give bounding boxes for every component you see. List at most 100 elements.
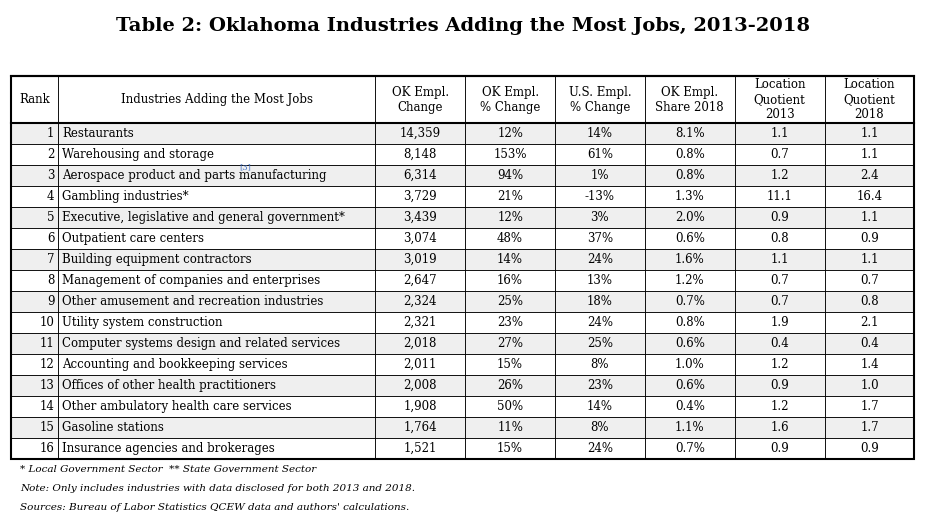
Bar <box>465 76 555 123</box>
Bar <box>58 417 376 438</box>
Text: 1.1: 1.1 <box>771 127 789 140</box>
Text: 0.9: 0.9 <box>771 379 789 392</box>
Bar <box>824 76 915 123</box>
Bar <box>465 312 555 333</box>
Text: Offices of other health practitioners: Offices of other health practitioners <box>62 379 276 392</box>
Bar <box>376 312 465 333</box>
Text: 1.1: 1.1 <box>860 211 879 224</box>
Bar <box>824 312 915 333</box>
Bar <box>824 249 915 270</box>
Text: 1.3%: 1.3% <box>675 190 705 203</box>
Text: Table 2: Oklahoma Industries Adding the Most Jobs, 2013-2018: Table 2: Oklahoma Industries Adding the … <box>116 17 809 35</box>
Text: 13: 13 <box>40 379 55 392</box>
Bar <box>58 312 376 333</box>
Text: 2,321: 2,321 <box>403 316 437 329</box>
Bar <box>734 312 824 333</box>
Bar <box>58 396 376 417</box>
Bar <box>58 207 376 228</box>
Bar <box>555 249 645 270</box>
Bar <box>734 312 824 333</box>
Text: 48%: 48% <box>497 232 523 245</box>
Text: 3: 3 <box>47 168 55 181</box>
Text: 4: 4 <box>47 190 55 203</box>
Text: 3,074: 3,074 <box>403 232 438 245</box>
Text: 25%: 25% <box>497 295 523 308</box>
Bar <box>465 165 555 186</box>
Text: 0.7: 0.7 <box>860 274 879 287</box>
Text: 8%: 8% <box>591 421 610 434</box>
Bar <box>376 165 465 186</box>
Text: 1.1: 1.1 <box>860 127 879 140</box>
Bar <box>645 312 734 333</box>
Bar <box>58 291 376 312</box>
Text: Management of companies and enterprises: Management of companies and enterprises <box>62 274 320 287</box>
Bar <box>376 207 465 228</box>
Bar <box>10 249 58 270</box>
Bar <box>734 438 824 459</box>
Bar <box>824 354 915 375</box>
Text: 8.1%: 8.1% <box>675 127 705 140</box>
Bar <box>824 375 915 396</box>
Bar <box>10 228 58 249</box>
Bar <box>10 375 58 396</box>
Text: 2.4: 2.4 <box>860 168 879 181</box>
Bar <box>734 76 824 123</box>
Bar <box>58 438 376 459</box>
Bar <box>10 333 58 354</box>
Bar <box>645 76 734 123</box>
Text: 2,018: 2,018 <box>403 337 437 350</box>
Bar <box>645 186 734 207</box>
Bar <box>555 270 645 291</box>
Bar <box>58 375 376 396</box>
Text: 18%: 18% <box>587 295 613 308</box>
Bar <box>555 186 645 207</box>
Bar <box>465 249 555 270</box>
Text: 50%: 50% <box>497 400 524 413</box>
Bar <box>58 354 376 375</box>
Bar <box>555 291 645 312</box>
Bar <box>645 228 734 249</box>
Bar <box>645 354 734 375</box>
Text: Location
Quotient
2013: Location Quotient 2013 <box>754 78 806 121</box>
Bar <box>10 291 58 312</box>
Bar <box>645 76 734 123</box>
Text: Gambling industries*: Gambling industries* <box>62 190 189 203</box>
Text: Rank: Rank <box>19 93 50 106</box>
Text: 21%: 21% <box>497 190 523 203</box>
Text: 1.1: 1.1 <box>860 253 879 266</box>
Text: 13%: 13% <box>587 274 613 287</box>
Bar <box>734 354 824 375</box>
Text: 0.4%: 0.4% <box>675 400 705 413</box>
Bar <box>58 76 376 123</box>
Bar <box>58 270 376 291</box>
Text: Location
Quotient
2018: Location Quotient 2018 <box>844 78 895 121</box>
Bar <box>645 165 734 186</box>
Bar <box>645 123 734 144</box>
Text: 2,011: 2,011 <box>403 358 437 371</box>
Bar <box>734 396 824 417</box>
Bar <box>824 438 915 459</box>
Bar <box>465 438 555 459</box>
Bar <box>824 123 915 144</box>
Bar <box>465 438 555 459</box>
Bar <box>465 186 555 207</box>
Text: Accounting and bookkeeping services: Accounting and bookkeeping services <box>62 358 288 371</box>
Text: Sources: Bureau of Labor Statistics QCEW data and authors' calculations.: Sources: Bureau of Labor Statistics QCEW… <box>19 502 409 512</box>
Text: 0.8%: 0.8% <box>675 148 705 161</box>
Bar <box>58 144 376 165</box>
Bar <box>824 123 915 144</box>
Text: 11.1: 11.1 <box>767 190 793 203</box>
Bar <box>376 123 465 144</box>
Bar <box>58 333 376 354</box>
Bar <box>465 207 555 228</box>
Bar <box>645 396 734 417</box>
Bar <box>465 165 555 186</box>
Bar <box>10 396 58 417</box>
Bar <box>555 165 645 186</box>
Bar <box>734 438 824 459</box>
Text: Gasoline stations: Gasoline stations <box>62 421 164 434</box>
Text: Insurance agencies and brokerages: Insurance agencies and brokerages <box>62 442 275 455</box>
Bar <box>376 186 465 207</box>
Text: 0.9: 0.9 <box>771 442 789 455</box>
Bar <box>645 354 734 375</box>
